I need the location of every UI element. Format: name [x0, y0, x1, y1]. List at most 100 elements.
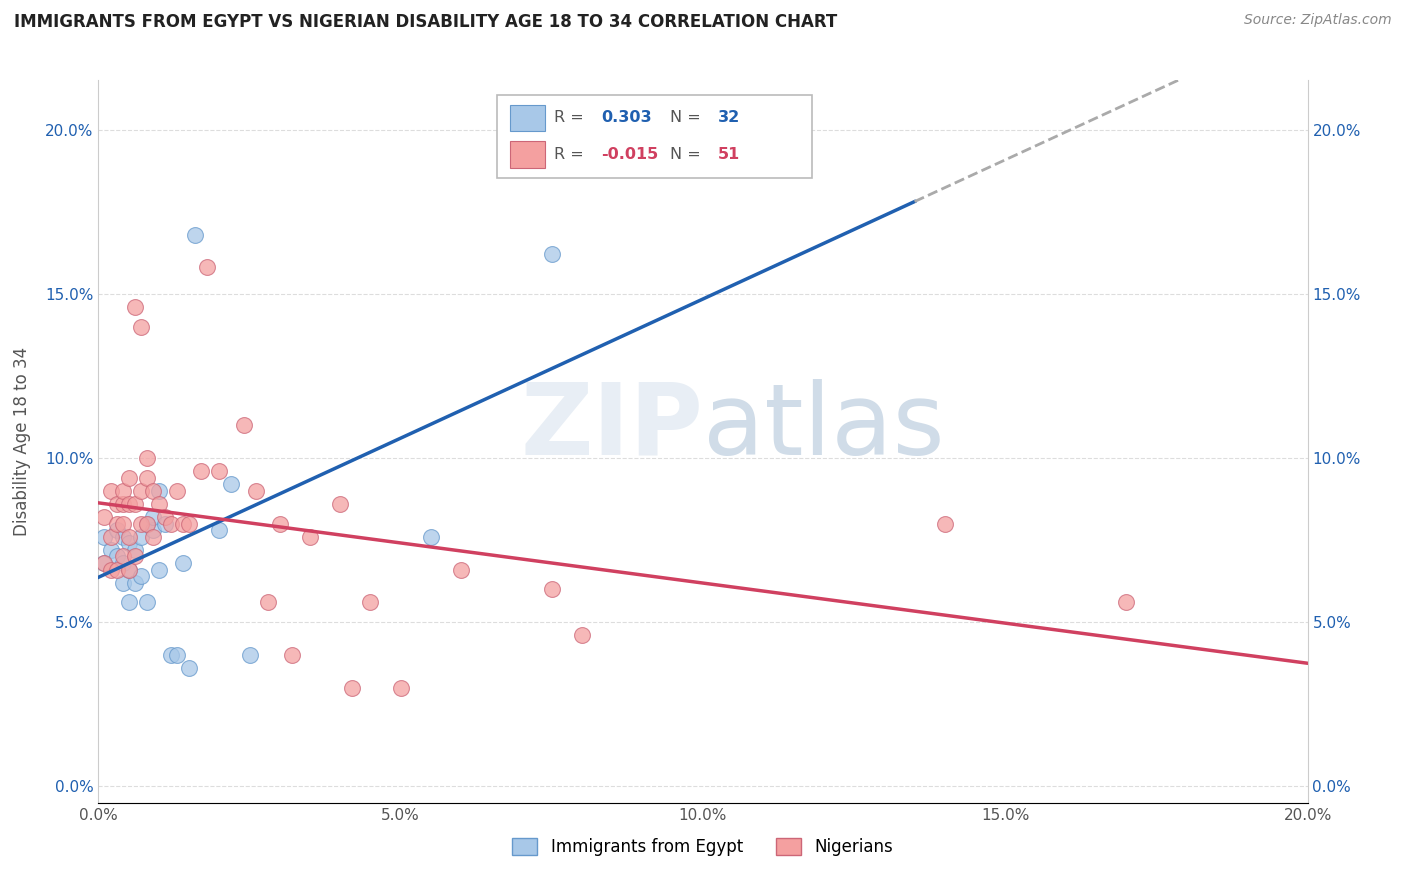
Point [124, 549, 146, 564]
Point [93, 556, 115, 570]
Point [124, 542, 146, 557]
Point [111, 549, 134, 564]
Point [135, 595, 157, 609]
Point [105, 549, 128, 564]
Point [329, 497, 352, 511]
Point [105, 523, 128, 537]
Point [148, 497, 170, 511]
Point [142, 530, 165, 544]
Point [118, 497, 141, 511]
Point [256, 595, 278, 609]
Point [111, 497, 134, 511]
Point [208, 523, 231, 537]
Point [389, 681, 412, 695]
Point [111, 556, 134, 570]
Point [166, 648, 188, 662]
Point [118, 595, 141, 609]
Point [111, 483, 134, 498]
Point [190, 464, 212, 478]
Y-axis label: Disability Age 18 to 34: Disability Age 18 to 34 [13, 347, 31, 536]
Point [540, 582, 562, 597]
Text: N =: N = [671, 111, 706, 126]
Point [100, 563, 122, 577]
Point [540, 247, 562, 261]
Text: IMMIGRANTS FROM EGYPT VS NIGERIAN DISABILITY AGE 18 TO 34 CORRELATION CHART: IMMIGRANTS FROM EGYPT VS NIGERIAN DISABI… [14, 13, 838, 31]
Text: ZIP: ZIP [520, 378, 703, 475]
Point [153, 510, 176, 524]
Point [129, 483, 152, 498]
Point [179, 516, 201, 531]
FancyBboxPatch shape [498, 95, 811, 178]
Text: 0.303: 0.303 [602, 111, 652, 126]
Text: 32: 32 [717, 111, 740, 126]
Point [142, 523, 165, 537]
Text: 51: 51 [717, 147, 740, 162]
Point [135, 516, 157, 531]
Point [360, 595, 382, 609]
Point [160, 516, 183, 531]
Text: Source: ZipAtlas.com: Source: ZipAtlas.com [1244, 13, 1392, 28]
Point [100, 483, 122, 498]
Point [269, 516, 291, 531]
Text: atlas: atlas [703, 378, 945, 475]
Point [105, 563, 128, 577]
Point [118, 470, 141, 484]
Point [245, 483, 267, 498]
Point [934, 516, 956, 531]
Point [118, 563, 141, 577]
Point [111, 575, 134, 590]
Point [221, 477, 243, 491]
Point [299, 530, 322, 544]
Point [129, 319, 152, 334]
Point [124, 300, 146, 314]
Point [172, 516, 194, 531]
Point [93, 530, 115, 544]
Text: N =: N = [671, 147, 706, 162]
Bar [510, 104, 544, 131]
Point [160, 648, 183, 662]
Point [232, 418, 254, 433]
Point [195, 260, 218, 275]
Point [148, 483, 170, 498]
Point [118, 536, 141, 550]
Point [129, 530, 152, 544]
Bar [510, 141, 544, 168]
Point [129, 516, 152, 531]
Point [124, 497, 146, 511]
Point [105, 516, 128, 531]
Point [239, 648, 262, 662]
Point [166, 483, 188, 498]
Point [118, 563, 141, 577]
Point [93, 510, 115, 524]
Point [1115, 595, 1137, 609]
Point [142, 483, 165, 498]
Point [135, 470, 157, 484]
Point [111, 516, 134, 531]
Point [153, 516, 176, 531]
Point [118, 530, 141, 544]
Point [111, 530, 134, 544]
Point [135, 516, 157, 531]
Point [129, 569, 152, 583]
Point [148, 563, 170, 577]
Point [135, 450, 157, 465]
Point [342, 681, 364, 695]
Point [105, 497, 128, 511]
Legend: Immigrants from Egypt, Nigerians: Immigrants from Egypt, Nigerians [506, 831, 900, 863]
Point [184, 227, 207, 242]
Text: -0.015: -0.015 [602, 147, 658, 162]
Point [100, 530, 122, 544]
Text: R =: R = [554, 147, 589, 162]
Point [179, 661, 201, 675]
Point [93, 556, 115, 570]
Point [208, 464, 231, 478]
Text: R =: R = [554, 111, 589, 126]
Point [450, 563, 472, 577]
Point [571, 628, 593, 642]
Point [142, 510, 165, 524]
Point [281, 648, 304, 662]
Point [172, 556, 194, 570]
Point [100, 542, 122, 557]
Point [420, 530, 443, 544]
Point [124, 575, 146, 590]
